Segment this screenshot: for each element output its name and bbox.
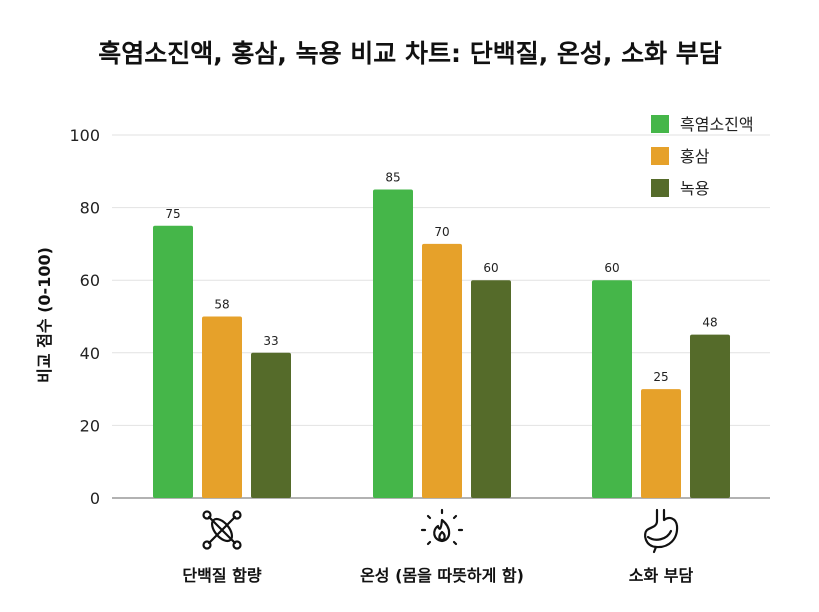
y-tick-label: 100 (69, 126, 100, 145)
y-tick-label: 80 (80, 199, 100, 218)
bar-value-label: 58 (214, 298, 229, 312)
bar (471, 280, 511, 498)
bar-value-label: 60 (483, 261, 498, 275)
bar-value-label: 75 (165, 207, 180, 221)
category-label: 소화 부담 (629, 566, 694, 585)
legend-swatch (651, 147, 669, 165)
category-label: 온성 (몸을 따뜻하게 함) (360, 566, 524, 585)
bar-value-label: 85 (385, 170, 400, 184)
bar (690, 334, 730, 498)
bar (202, 316, 242, 498)
y-tick-label: 60 (80, 271, 100, 290)
y-tick-label: 0 (90, 489, 100, 508)
bar-value-label: 33 (263, 334, 278, 348)
legend-swatch (651, 179, 669, 197)
legend-label: 녹용 (680, 179, 709, 198)
legend-label: 흑염소진액 (680, 115, 754, 134)
bar-value-label: 60 (604, 261, 619, 275)
legend-swatch (651, 115, 669, 133)
bar-value-label: 25 (653, 370, 668, 384)
bar-value-label: 48 (702, 316, 717, 330)
molecule-icon (202, 510, 242, 550)
category-label: 단백질 함량 (182, 566, 261, 585)
y-tick-label: 40 (80, 344, 100, 363)
bar (153, 225, 193, 498)
flame-icon (420, 508, 464, 546)
y-axis-label: 비교 점수 (0-100) (35, 247, 54, 383)
bar-value-label: 70 (434, 225, 449, 239)
chart-title: 흑염소진액, 홍삼, 녹용 비교 차트: 단백질, 온성, 소화 부담 (98, 39, 722, 68)
bar (641, 389, 681, 498)
bar (373, 189, 413, 498)
category-icons (202, 508, 679, 554)
bar (592, 280, 632, 498)
y-tick-label: 20 (80, 416, 100, 435)
legend-label: 홍삼 (680, 147, 710, 166)
stomach-icon (644, 508, 679, 554)
bar (422, 243, 462, 498)
bar (251, 352, 291, 498)
bars: 75 58 33 단백질 함량 85 70 60 온성 (몸을 따뜻하게 함) 60 25 48 소화… (153, 170, 730, 585)
